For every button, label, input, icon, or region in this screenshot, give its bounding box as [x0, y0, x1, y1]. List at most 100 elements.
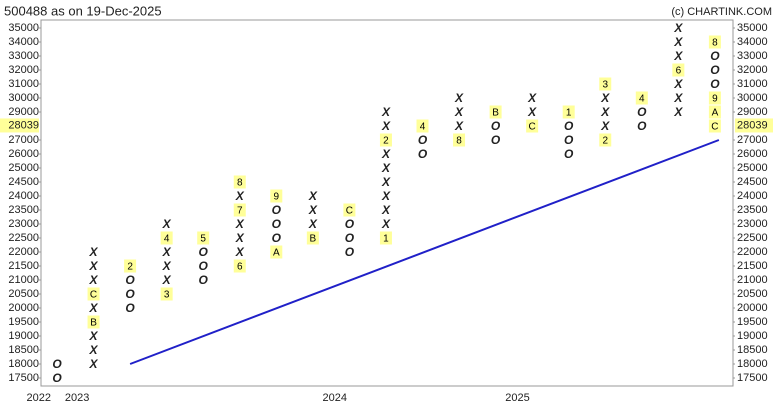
- box: O: [710, 49, 720, 63]
- y-tick-label: 33000: [737, 50, 768, 62]
- y-tick-label: 19000: [8, 330, 39, 342]
- box: X: [600, 105, 610, 119]
- y-tick-label: 23500: [8, 204, 39, 216]
- box: X: [89, 357, 99, 371]
- month-marker-bg: [672, 63, 685, 77]
- box: O: [199, 273, 209, 287]
- box: X: [673, 105, 683, 119]
- month-marker: 7: [237, 206, 243, 217]
- box: X: [673, 49, 683, 63]
- y-tick-label: 34000: [737, 36, 768, 48]
- month-marker-bg: [233, 259, 246, 273]
- y-tick-label: 32000: [8, 64, 39, 76]
- x-tick-label: 2025: [505, 392, 529, 404]
- y-tick-label: 31000: [737, 78, 768, 90]
- box: O: [272, 203, 282, 217]
- y-tick-label: 23000: [8, 218, 39, 230]
- y-tick-label: 19500: [737, 316, 768, 328]
- box: O: [564, 147, 574, 161]
- y-tick-label: 22500: [8, 232, 39, 244]
- y-tick-label: 19500: [8, 316, 39, 328]
- y-tick-label: 25000: [8, 162, 39, 174]
- box: X: [454, 91, 464, 105]
- month-marker-bg: [599, 133, 612, 147]
- y-tick-label: 26000: [8, 148, 39, 160]
- box: X: [89, 343, 99, 357]
- last-price-bg: [735, 118, 773, 133]
- y-tick-label: 34000: [8, 36, 39, 48]
- box: X: [235, 231, 245, 245]
- box: X: [673, 21, 683, 35]
- box: X: [527, 91, 537, 105]
- box: X: [235, 245, 245, 259]
- month-marker-bg: [562, 105, 575, 119]
- y-tick-label: 18000: [737, 358, 768, 370]
- box: X: [381, 161, 391, 175]
- box: X: [89, 301, 99, 315]
- trend-line: [129, 139, 720, 365]
- y-tick-label: 29000: [8, 106, 39, 118]
- box: O: [710, 77, 720, 91]
- box: X: [673, 77, 683, 91]
- y-tick-label: 22000: [8, 246, 39, 258]
- month-marker: C: [529, 122, 536, 133]
- box: X: [381, 119, 391, 133]
- box: O: [491, 119, 501, 133]
- box: O: [710, 63, 720, 77]
- y-tick-label: 22000: [737, 246, 768, 258]
- box: X: [162, 273, 172, 287]
- box: O: [418, 147, 428, 161]
- month-marker-bg: [635, 91, 648, 105]
- y-tick-label: 25000: [737, 162, 768, 174]
- month-marker-bg: [197, 231, 210, 245]
- y-tick-label: 30000: [8, 92, 39, 104]
- box: O: [418, 133, 428, 147]
- month-marker: 3: [602, 80, 608, 91]
- y-tick-label: 19000: [737, 330, 768, 342]
- month-marker: 8: [712, 38, 718, 49]
- y-tick-label: 26000: [737, 148, 768, 160]
- box: X: [381, 203, 391, 217]
- month-marker-bg: [599, 77, 612, 91]
- box: X: [600, 119, 610, 133]
- month-marker: 1: [566, 108, 572, 119]
- month-marker-bg: [379, 133, 392, 147]
- box: X: [89, 259, 99, 273]
- month-marker: B: [90, 318, 97, 329]
- box: O: [52, 371, 62, 385]
- last-price-bg: [0, 118, 39, 133]
- month-marker-bg: [87, 315, 100, 329]
- month-marker-bg: [343, 203, 356, 217]
- box: O: [564, 119, 574, 133]
- month-marker: 2: [383, 136, 389, 147]
- y-tick-label: 20000: [8, 302, 39, 314]
- y-tick-label: 18500: [8, 344, 39, 356]
- box: O: [199, 245, 209, 259]
- box: X: [162, 259, 172, 273]
- box: O: [345, 217, 355, 231]
- month-marker-bg: [708, 105, 721, 119]
- x-tick-label: 2023: [65, 392, 89, 404]
- y-tick-label: 18000: [8, 358, 39, 370]
- month-marker: 3: [164, 290, 170, 301]
- credit: (c) CHARTINK.COM: [671, 6, 772, 18]
- box: O: [345, 245, 355, 259]
- month-marker: 5: [200, 234, 206, 245]
- y-tick-label: 27000: [8, 134, 39, 146]
- box: X: [89, 273, 99, 287]
- y-tick-label: 22500: [737, 232, 768, 244]
- month-marker-bg: [87, 287, 100, 301]
- month-marker-bg: [270, 245, 283, 259]
- month-marker-bg: [270, 189, 283, 203]
- box: O: [125, 273, 135, 287]
- month-marker-bg: [526, 119, 539, 133]
- month-marker-bg: [160, 231, 173, 245]
- y-tick-label: 35000: [8, 22, 39, 34]
- y-tick-label: 21500: [8, 260, 39, 272]
- box: O: [491, 133, 501, 147]
- box: X: [162, 217, 172, 231]
- y-tick-label: 33000: [8, 50, 39, 62]
- month-marker-bg: [708, 119, 721, 133]
- plot-frame: [40, 19, 734, 387]
- month-marker-bg: [416, 119, 429, 133]
